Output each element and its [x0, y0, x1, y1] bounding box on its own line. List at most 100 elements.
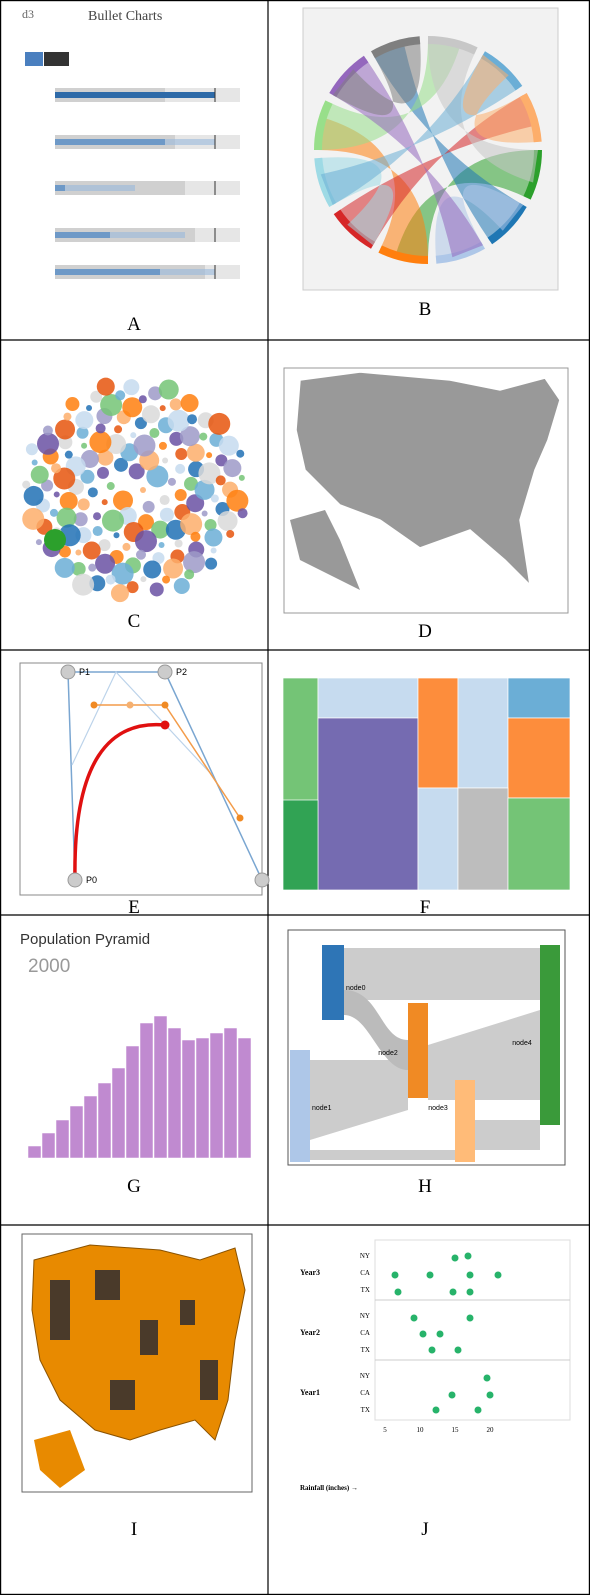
dot-plot-thumb: Rainfall (inches) → Year3NYCATXYear2NYCA…	[300, 1240, 570, 1492]
bubble	[24, 486, 44, 506]
bubble	[135, 530, 157, 552]
pyramid-bar	[182, 1040, 195, 1158]
group-label: Year1	[300, 1388, 320, 1397]
bullet-measure-light	[55, 139, 215, 145]
node-label: node2	[378, 1050, 398, 1057]
bubble	[142, 405, 160, 423]
bullet-measure-light	[55, 269, 215, 275]
treemap-cell	[458, 788, 508, 890]
point-label: P1	[79, 667, 90, 677]
state-label: NY	[360, 1312, 370, 1320]
node-label: node3	[428, 1105, 448, 1112]
state-label: CA	[360, 1389, 370, 1397]
bubble	[97, 378, 115, 396]
bubble	[218, 511, 238, 531]
bubble	[97, 467, 109, 479]
bubble	[199, 433, 207, 441]
bubble	[219, 436, 239, 456]
bubble	[136, 550, 146, 560]
bubble	[236, 450, 244, 458]
bubble	[106, 575, 116, 585]
bubble	[143, 501, 155, 513]
bubble	[107, 482, 115, 490]
pyramid-bar	[56, 1120, 69, 1158]
bubble	[96, 423, 106, 433]
bubble	[175, 448, 187, 460]
bubble	[133, 434, 155, 456]
bubble	[130, 432, 136, 438]
us-map-thumb	[284, 368, 568, 613]
dot	[467, 1315, 474, 1322]
bubble	[86, 405, 92, 411]
group-label: Year2	[300, 1328, 320, 1337]
bubble	[88, 487, 98, 497]
bubble	[113, 532, 119, 538]
group-label: Year3	[300, 1268, 320, 1277]
bubble	[122, 543, 130, 551]
bubble	[143, 560, 161, 578]
bubble	[140, 576, 146, 582]
dot	[437, 1331, 444, 1338]
pyramid-bar	[84, 1096, 97, 1158]
bubble	[123, 379, 139, 395]
panel-label: G	[127, 1176, 141, 1197]
state-label: TX	[361, 1286, 370, 1294]
population-pyramid-thumb: Population Pyramid 2000	[20, 931, 251, 1158]
dot	[427, 1272, 434, 1279]
bubble	[55, 419, 75, 439]
bullet-chart-thumb: d3 Bullet Charts	[22, 7, 240, 279]
bubble	[65, 451, 73, 459]
pyramid-bar	[196, 1038, 209, 1158]
bubble	[216, 475, 226, 485]
bubble	[159, 542, 165, 548]
bubble	[60, 492, 78, 510]
pyramid-bar	[70, 1106, 83, 1158]
bubble	[208, 413, 230, 435]
treemap-cell	[283, 800, 318, 890]
bubble	[57, 508, 77, 528]
pyramid-bar	[168, 1028, 181, 1158]
treemap-cell	[508, 798, 570, 890]
bubble	[93, 512, 101, 520]
dot	[420, 1331, 427, 1338]
bubble	[163, 559, 183, 579]
bubble	[175, 489, 187, 501]
bullet-measure	[55, 92, 215, 98]
state-label: TX	[361, 1346, 370, 1354]
bubble	[202, 510, 208, 516]
treemap-thumb	[283, 678, 570, 890]
bubble	[150, 582, 164, 596]
state-label: NY	[360, 1372, 370, 1380]
us-map-orange-thumb	[22, 1234, 252, 1492]
dot	[487, 1392, 494, 1399]
point-label: P2	[176, 667, 187, 677]
x-tick-label: 5	[383, 1426, 387, 1434]
thumb-title: Bullet Charts	[88, 9, 162, 24]
dot	[495, 1272, 502, 1279]
bubble	[31, 466, 49, 484]
pyramid-bar	[238, 1038, 251, 1158]
bubble	[115, 390, 125, 400]
dot	[467, 1289, 474, 1296]
bubble	[89, 431, 111, 453]
panel-label: J	[421, 1519, 428, 1540]
bullet-measure-light	[55, 232, 185, 238]
bubble	[175, 539, 183, 547]
panel-label: D	[418, 621, 432, 642]
pyramid-bar	[98, 1083, 111, 1158]
bubble	[88, 564, 96, 572]
bubble	[78, 498, 90, 510]
bubble	[140, 487, 146, 493]
bubble	[102, 499, 108, 505]
x-tick-label: 15	[452, 1426, 460, 1434]
node-label: node1	[312, 1105, 332, 1112]
pyramid-bar	[154, 1016, 167, 1158]
bubble	[139, 395, 147, 403]
bubble	[63, 413, 71, 421]
bubble	[93, 526, 103, 536]
bubble	[162, 458, 168, 464]
bubble	[204, 529, 222, 547]
treemap-cell	[418, 788, 458, 890]
bubble	[175, 464, 185, 474]
bubble	[50, 509, 58, 517]
